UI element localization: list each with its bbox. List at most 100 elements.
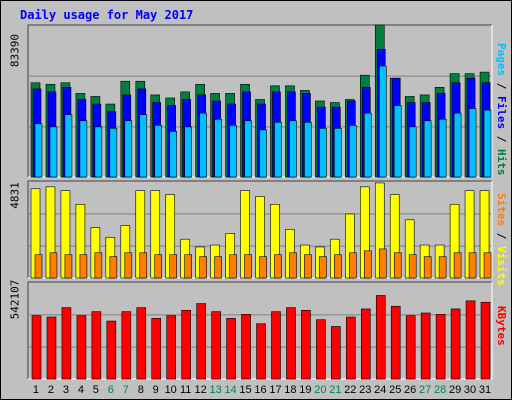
- sites-bar: [94, 252, 103, 279]
- day-label: 26: [404, 384, 416, 396]
- kbytes-bar: [465, 300, 476, 380]
- kbytes-bar: [435, 314, 446, 380]
- panel2-box-shadow-edge: [27, 180, 492, 278]
- pages-bar: [199, 112, 207, 178]
- day-label: 3: [63, 384, 69, 396]
- pages-bar: [334, 128, 342, 178]
- sites-bar: [199, 256, 207, 279]
- pages-bar: [319, 128, 327, 178]
- pages-bar: [289, 120, 297, 178]
- sites-bar: [154, 254, 163, 279]
- kbytes-bar: [196, 303, 206, 380]
- day-label: 16: [254, 384, 266, 396]
- kbytes-bar: [136, 307, 147, 380]
- day-label: 13: [209, 384, 221, 396]
- sites-bar: [184, 254, 192, 279]
- day-label: 15: [239, 384, 251, 396]
- kbytes-bar: [390, 305, 401, 380]
- sites-bar: [438, 256, 447, 279]
- kbytes-bar: [286, 307, 296, 380]
- day-label: 25: [389, 384, 401, 396]
- day-label: 23: [359, 384, 371, 396]
- pages-bar: [169, 131, 178, 178]
- sites-bar: [319, 256, 327, 279]
- kbytes-bar: [91, 311, 102, 380]
- day-label: 6: [108, 384, 114, 396]
- pages-bar: [259, 129, 267, 178]
- panel3-box-shadow-edge: [27, 281, 492, 379]
- kbytes-bar: [211, 311, 221, 380]
- kbytes-bar: [405, 315, 416, 380]
- kbytes-bar: [151, 318, 162, 380]
- sites-bar: [34, 254, 43, 279]
- day-label: 18: [284, 384, 296, 396]
- sites-bar: [393, 252, 402, 279]
- sites-bar: [349, 252, 357, 279]
- sites-bar: [79, 254, 88, 279]
- pages-bar: [408, 126, 417, 178]
- day-label: 30: [464, 384, 476, 396]
- kbytes-bar: [241, 314, 251, 380]
- kbytes-bar: [106, 320, 117, 380]
- pages-bar: [363, 112, 372, 178]
- kbytes-bar: [256, 323, 266, 380]
- kbytes-bar: [226, 318, 236, 380]
- day-label: 12: [195, 384, 207, 396]
- pages-bar: [349, 125, 357, 178]
- sites-bar: [408, 254, 417, 279]
- kbytes-bar: [271, 311, 281, 380]
- sites-bar: [244, 254, 252, 279]
- pages-bar: [229, 125, 237, 178]
- day-label: 24: [374, 384, 386, 396]
- pages-bar: [438, 118, 447, 178]
- sites-bar: [304, 254, 312, 279]
- pages-bar: [378, 65, 387, 178]
- kbytes-bar: [301, 309, 311, 380]
- pages-bar: [49, 126, 58, 178]
- sites-bar: [274, 254, 282, 279]
- pages-bar: [483, 109, 492, 178]
- sites-bar: [334, 254, 342, 279]
- sites-bar: [423, 256, 432, 279]
- kbytes-bar: [166, 315, 177, 380]
- day-label: 20: [314, 384, 326, 396]
- pages-bar: [64, 114, 73, 178]
- sites-bar: [453, 252, 462, 279]
- pages-bar: [139, 114, 148, 178]
- pages-bar: [124, 120, 133, 178]
- kbytes-bar: [76, 315, 87, 380]
- kbytes-bar: [181, 309, 191, 380]
- day-label: 8: [138, 384, 144, 396]
- pages-bar: [109, 128, 118, 178]
- pages-bar: [94, 126, 103, 178]
- pages-bar: [154, 125, 163, 178]
- kbytes-bar: [346, 316, 356, 380]
- day-label: 11: [180, 384, 191, 396]
- day-label: 9: [153, 384, 159, 396]
- sites-bar: [49, 252, 58, 279]
- sites-bar: [64, 254, 73, 279]
- kbytes-bar: [331, 326, 341, 380]
- day-label: 29: [449, 384, 461, 396]
- pages-bar: [453, 112, 462, 178]
- day-label: 28: [434, 384, 446, 396]
- pages-bar: [214, 118, 222, 178]
- sites-bar: [229, 254, 237, 279]
- day-label: 22: [344, 384, 356, 396]
- pages-bar: [274, 121, 282, 178]
- sites-bar: [124, 252, 133, 279]
- sites-bar: [289, 252, 297, 279]
- sites-bar: [468, 252, 477, 279]
- sites-bar: [259, 256, 267, 279]
- day-label: 31: [479, 384, 491, 396]
- sites-bar: [109, 256, 118, 279]
- kbytes-bar: [61, 307, 72, 380]
- sites-bar: [214, 256, 222, 279]
- kbytes-bar: [420, 312, 431, 380]
- pages-bar: [304, 121, 312, 178]
- day-label: 4: [78, 384, 84, 396]
- sites-bar: [169, 254, 178, 279]
- kbytes-bar: [46, 316, 57, 380]
- kbytes-bar: [121, 311, 132, 380]
